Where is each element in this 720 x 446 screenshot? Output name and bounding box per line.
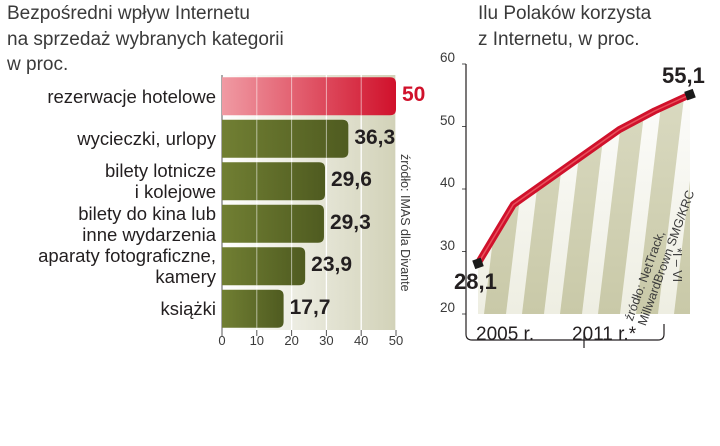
right-subtitle-line: z Internetu, w proc. [478,29,640,50]
point-value-label: 28,1 [454,269,497,295]
bar [222,289,284,328]
category-label: bilety do kina lub [78,202,216,224]
category-label: wycieczki, urlopy [77,128,216,150]
bar [222,119,349,158]
x-tick-label: 20 [284,333,299,348]
bar-value-label: 23,9 [311,253,353,277]
category-label: i kolejowe [134,181,216,203]
bar-value-label: 29,6 [331,168,372,192]
category-label: bilety lotnicze [104,160,216,182]
x-tick-label: 10 [249,333,265,348]
area-stripe [636,94,688,314]
right-footnote: *I – VI [670,248,684,283]
left-subtitle-line: na sprzedaż wybranych kategorii [7,29,284,50]
bar-value-label: 50 [402,83,426,107]
y-tick-label: 20 [440,300,456,315]
bar-value-label: 17,7 [289,295,331,319]
x-tick-label: 40 [353,333,369,348]
category-label: rezerwacje hotelowe [47,85,216,107]
x-axis-bracket [465,64,665,341]
left-subtitle-line: Bezpośredni wpływ Internetu [7,3,250,24]
right-subtitle-line: Ilu Polaków korzysta [478,3,652,24]
point-marker [472,257,484,270]
y-tick-label: 50 [440,112,456,128]
category-label: aparaty fotograficzne, [38,245,216,267]
bar-value-label: 29,3 [329,210,371,234]
category-label: kamery [155,266,216,288]
bar [222,77,396,116]
y-tick-label: 60 [440,50,456,65]
bar [222,204,324,243]
x-tick-label: 2005 r. [476,324,535,345]
x-tick-label: 30 [319,333,334,348]
point-value-label: 55,1 [662,62,705,88]
bar [222,247,306,286]
area-stripe [674,94,690,314]
x-tick-label: 50 [388,333,404,348]
area-stripe [712,64,720,314]
bar [222,162,326,201]
category-label: książki [160,298,216,320]
series-highlight [477,93,691,264]
left-subtitle-line: w proc. [7,54,69,75]
category-label: inne wydarzenia [82,223,216,245]
area-stripe [598,94,650,314]
x-tick-label: 0 [218,333,226,348]
point-marker [684,88,696,101]
y-tick-label: 30 [440,237,456,253]
y-tick-label: 40 [440,175,456,190]
x-tick-label: 2011 r.* [572,324,637,345]
bar-value-label: 36,3 [354,125,396,149]
plot-background [222,75,396,330]
